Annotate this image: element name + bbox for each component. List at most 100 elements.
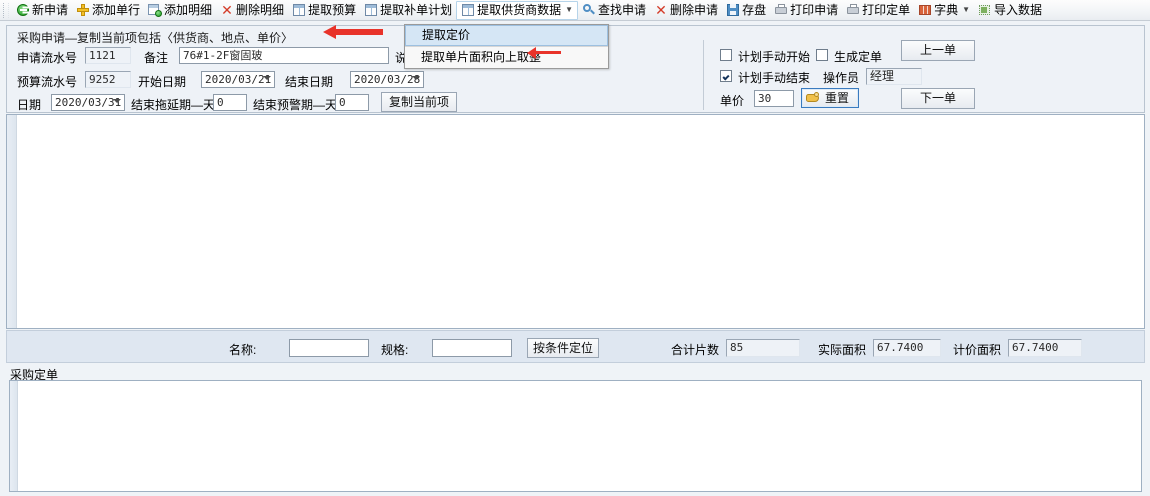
toolbar-button-0[interactable]: 新申请: [12, 1, 72, 20]
grid-icon: [292, 3, 306, 17]
unit-price-label: 单价: [720, 94, 745, 108]
print-icon: [774, 3, 788, 17]
column-header[interactable]: 结束日期: [538, 491, 648, 492]
calc-area-label: 计价面积: [953, 343, 1002, 357]
reset-button[interactable]: 重置: [801, 88, 859, 108]
column-header[interactable]: 单片计价面积: [556, 328, 648, 329]
purchase-request-form-panel: 采购申请—复制当前项包括〈供货商、地点、单价〉 申请流水号 1121 备注 76…: [6, 25, 1145, 113]
date-picker[interactable]: 2020/03/31: [51, 94, 125, 111]
chevron-down-icon[interactable]: [113, 99, 121, 103]
toolbar-grip[interactable]: [3, 2, 9, 18]
column-header[interactable]: 状态: [648, 491, 738, 492]
column-header[interactable]: 开始: [833, 491, 918, 492]
end-date-label: 结束日期: [285, 75, 334, 89]
apply-serial-input[interactable]: 1121: [85, 47, 131, 64]
column-header[interactable]: 结束拖延期: [1003, 491, 1098, 492]
operator-input[interactable]: 经理: [866, 68, 922, 85]
order-grid-header-row: 申请日期备注申请流水号操作员开始日期结束日期状态领导意见开始结束结束拖延期说明打…: [17, 491, 1142, 492]
column-header[interactable]: 开始日期: [428, 491, 538, 492]
column-header[interactable]: 颜色: [318, 328, 384, 329]
chevron-down-icon[interactable]: ▼: [565, 5, 574, 14]
column-header[interactable]: 备注: [117, 491, 242, 492]
column-header[interactable]: 送货地点: [1096, 328, 1145, 329]
column-header[interactable]: 说明: [1098, 491, 1142, 492]
import-icon: [978, 3, 992, 17]
column-header[interactable]: 规格: [220, 328, 274, 329]
column-header[interactable]: 申请日期: [17, 491, 117, 492]
column-header[interactable]: 高: [434, 328, 484, 329]
column-header[interactable]: 供货商编号: [16, 328, 154, 329]
toolbar-button-2[interactable]: 添加明细: [144, 1, 216, 20]
generate-order-checkbox[interactable]: [816, 49, 828, 61]
toolbar-button-8[interactable]: ✕ 删除申请: [650, 1, 722, 20]
column-header[interactable]: 实际面积: [698, 328, 774, 329]
column-header[interactable]: 名称: [154, 328, 220, 329]
budget-serial-input[interactable]: 9252: [85, 71, 131, 88]
toolbar-button-label: 删除申请: [670, 2, 719, 17]
filter-name-input[interactable]: [289, 339, 369, 357]
column-header[interactable]: 税率: [902, 328, 952, 329]
date-label: 日期: [17, 98, 42, 112]
column-header[interactable]: 数量: [648, 328, 698, 329]
column-header[interactable]: 宽: [384, 328, 434, 329]
column-header[interactable]: 窗型代码: [1026, 328, 1096, 329]
column-header[interactable]: 单片面积: [484, 328, 556, 329]
grid-icon: [461, 3, 475, 17]
real-area-value: 67.7400: [873, 339, 941, 357]
chevron-down-icon[interactable]: ▼: [962, 5, 971, 14]
plan-manual-start-checkbox[interactable]: [720, 49, 732, 61]
column-header[interactable]: 单位: [274, 328, 318, 329]
grid-left-gutter: [7, 115, 17, 328]
toolbar-button-5[interactable]: 提取补单计划: [360, 1, 456, 20]
delete-x-icon: ✕: [655, 2, 667, 18]
total-pieces-value: 85: [726, 339, 800, 357]
copy-current-button[interactable]: 复制当前项: [381, 92, 457, 112]
start-date-picker[interactable]: 2020/03/21: [201, 71, 275, 88]
menu-item-1[interactable]: 提取单片面积向上取整: [405, 47, 608, 68]
operator-label: 操作员: [823, 71, 860, 85]
toolbar-button-10[interactable]: 打印申请: [770, 1, 842, 20]
toolbar-button-3[interactable]: ✕ 删除明细: [216, 1, 288, 20]
purchase-detail-grid[interactable]: 供货商编号名称规格单位颜色宽高单片面积单片计价面积数量实际面积计价面积单价税率金…: [6, 114, 1145, 329]
grid-header-row: 供货商编号名称规格单位颜色宽高单片面积单片计价面积数量实际面积计价面积单价税率金…: [16, 328, 1145, 329]
column-header[interactable]: 结束: [918, 491, 1003, 492]
generate-order-label: 生成定单: [834, 50, 883, 64]
annotation-arrow-small-icon: [527, 47, 561, 59]
filter-spec-input[interactable]: [432, 339, 512, 357]
end-warn-input[interactable]: 0: [335, 94, 369, 111]
toolbar-button-12[interactable]: 字典 ▼: [914, 1, 974, 20]
column-header[interactable]: 领导意见: [738, 491, 833, 492]
menu-item-0[interactable]: 提取定价: [405, 25, 608, 46]
toolbar-button-11[interactable]: 打印定单: [842, 1, 914, 20]
previous-order-button[interactable]: 上一单: [901, 40, 975, 61]
chevron-down-icon[interactable]: [412, 76, 420, 80]
unit-price-input[interactable]: 30: [754, 90, 794, 107]
end-delay-input[interactable]: 0: [213, 94, 247, 111]
toolbar-button-13[interactable]: 导入数据: [974, 1, 1046, 20]
purchase-order-grid[interactable]: 申请日期备注申请流水号操作员开始日期结束日期状态领导意见开始结束结束拖延期说明打…: [9, 380, 1142, 492]
column-header[interactable]: 计价面积: [774, 328, 850, 329]
filter-bar: 名称: 规格: 按条件定位 合计片数 85 实际面积 67.7400 计价面积 …: [6, 330, 1145, 363]
toolbar-button-1[interactable]: 添加单行: [72, 1, 144, 20]
column-header[interactable]: 单价: [850, 328, 902, 329]
locate-by-condition-button[interactable]: 按条件定位: [527, 338, 599, 358]
panel-title: 采购申请—复制当前项包括〈供货商、地点、单价〉: [17, 31, 294, 45]
toolbar-button-label: 新申请: [32, 2, 69, 17]
chevron-down-icon[interactable]: [263, 76, 271, 80]
budget-serial-label: 预算流水号: [17, 75, 78, 89]
toolbar-button-9[interactable]: 存盘: [722, 1, 770, 20]
remark-input[interactable]: 76#1-2F窗固玻: [179, 47, 389, 64]
toolbar-button-4[interactable]: 提取预算: [288, 1, 360, 20]
toolbar-button-6[interactable]: 提取供货商数据 ▼: [456, 0, 579, 20]
column-header[interactable]: 金额: [952, 328, 1026, 329]
column-header[interactable]: 操作员: [340, 491, 428, 492]
end-delay-label: 结束拖延期—天: [131, 98, 216, 112]
column-header[interactable]: 申请流水号: [242, 491, 340, 492]
toolbar-button-7[interactable]: 查找申请: [578, 1, 650, 20]
toolbar-button-label: 字典: [934, 2, 959, 17]
toolbar-button-label: 提取补单计划: [380, 2, 453, 17]
date-value: 2020/03/31: [55, 96, 122, 109]
plan-manual-end-checkbox[interactable]: [720, 70, 732, 82]
next-order-button[interactable]: 下一单: [901, 88, 975, 109]
end-date-picker[interactable]: 2020/03/28: [350, 71, 424, 88]
